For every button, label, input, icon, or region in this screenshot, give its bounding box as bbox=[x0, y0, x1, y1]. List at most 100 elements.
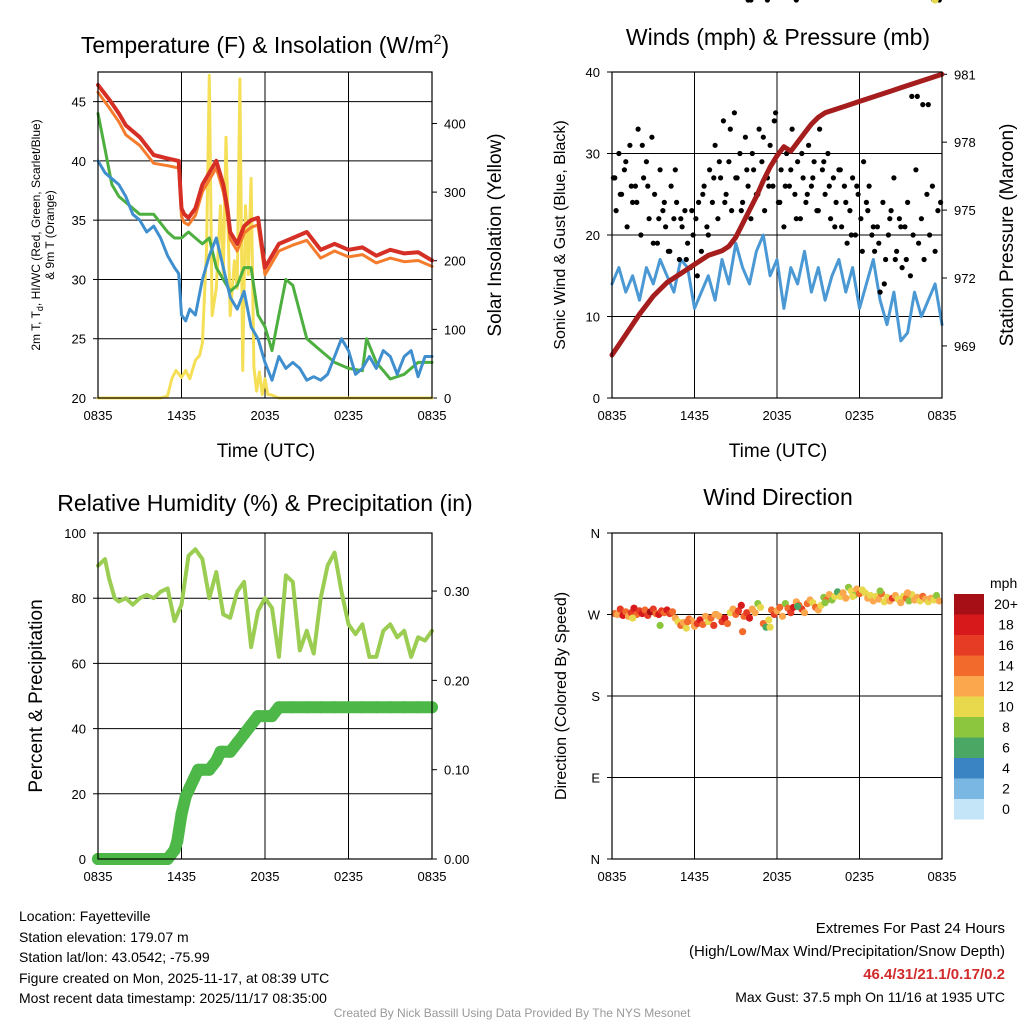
wind_direction-y-tick-label: S bbox=[591, 689, 600, 704]
gust-point bbox=[863, 199, 870, 205]
direction-point bbox=[613, 610, 622, 619]
gust-point bbox=[646, 216, 652, 222]
gust-point bbox=[638, 232, 644, 238]
winds-y2-tick-label: 975 bbox=[954, 203, 976, 218]
gust-point bbox=[920, 102, 926, 108]
legend-swatch bbox=[954, 758, 984, 779]
gust-point bbox=[793, 0, 799, 3]
direction-point bbox=[931, 0, 939, 4]
temperature-series-9m-t bbox=[96, 90, 434, 277]
direction-point bbox=[737, 601, 745, 610]
winds-y-tick-label: 20 bbox=[586, 228, 600, 243]
rh_precip-x-tick-label: 2035 bbox=[251, 869, 280, 884]
direction-point bbox=[839, 589, 847, 597]
gust-point bbox=[623, 159, 629, 165]
gust-point bbox=[887, 216, 893, 222]
rh_precip-x-tick-label: 1435 bbox=[167, 869, 196, 884]
gust-point bbox=[837, 167, 843, 173]
winds-grid bbox=[611, 71, 943, 399]
gust-point bbox=[645, 183, 651, 189]
direction-point bbox=[825, 591, 833, 599]
gust-point bbox=[880, 199, 886, 205]
precip-point bbox=[210, 754, 223, 767]
gust-point bbox=[788, 167, 794, 173]
gust-point bbox=[654, 240, 661, 246]
gust-point bbox=[624, 224, 630, 230]
direction-point bbox=[861, 589, 869, 597]
legend-unit: mph bbox=[990, 575, 1017, 591]
winds-series-pressure bbox=[609, 71, 945, 358]
gust-point bbox=[832, 224, 838, 230]
gust-point bbox=[905, 199, 911, 205]
gust-point bbox=[657, 167, 663, 173]
legend-swatch bbox=[954, 635, 984, 656]
precip-point bbox=[224, 745, 237, 758]
gust-point bbox=[667, 248, 673, 254]
gust-point bbox=[709, 199, 716, 205]
winds-y2-tick-label: 981 bbox=[954, 67, 976, 82]
gust-point bbox=[718, 175, 724, 181]
precip-point bbox=[398, 701, 411, 714]
winds-y-tick-label: 30 bbox=[586, 147, 600, 162]
gust-point bbox=[872, 248, 878, 254]
gust-point bbox=[821, 159, 827, 165]
direction-point bbox=[630, 604, 638, 612]
precip-point bbox=[203, 763, 216, 776]
gust-point bbox=[927, 232, 933, 238]
winds-title: Winds (mph) & Pressure (mb) bbox=[626, 24, 930, 50]
legend-label: 4 bbox=[1002, 760, 1010, 776]
gust-point bbox=[674, 199, 680, 205]
direction-point bbox=[668, 608, 677, 616]
direction-point bbox=[729, 605, 737, 613]
gust-point bbox=[903, 256, 909, 263]
gust-point bbox=[852, 232, 859, 238]
gust-point bbox=[641, 175, 647, 181]
gust-point bbox=[841, 183, 848, 189]
wind_direction-y-tick-label: N bbox=[591, 852, 600, 867]
direction-point bbox=[682, 624, 690, 632]
gust-point bbox=[745, 183, 751, 189]
gust-point bbox=[707, 167, 713, 173]
legend-swatch bbox=[954, 778, 984, 799]
gust-point bbox=[698, 248, 705, 254]
temperature-x-tick-label: 0235 bbox=[334, 408, 363, 423]
gust-point bbox=[839, 224, 845, 230]
gust-point bbox=[843, 199, 849, 205]
rh_precip-series-rh bbox=[96, 547, 434, 659]
gust-point bbox=[676, 256, 683, 263]
direction-point bbox=[684, 618, 692, 626]
temperature-y2-tick-label: 100 bbox=[444, 322, 466, 337]
temperature-x-tick-label: 1435 bbox=[167, 408, 196, 423]
gust-point bbox=[705, 232, 711, 238]
latlon-text: Station lat/lon: 43.0542; -75.99 bbox=[19, 949, 210, 965]
winds-y-tick-label: 40 bbox=[586, 65, 600, 80]
direction-point bbox=[932, 591, 941, 600]
precip-point bbox=[370, 701, 383, 714]
winds-x-tick-label: 1435 bbox=[680, 408, 709, 423]
gust-point bbox=[786, 183, 793, 189]
rh-precip-panel: Relative Humidity (%) & Precipitation (i… bbox=[26, 490, 473, 884]
direction-point bbox=[800, 609, 809, 617]
direction-point bbox=[751, 609, 759, 617]
winds-xlabel: Time (UTC) bbox=[729, 441, 828, 462]
gust-point bbox=[874, 224, 881, 230]
svg-text:& 9m T (Orange): & 9m T (Orange) bbox=[43, 190, 57, 280]
direction-point bbox=[904, 589, 912, 597]
legend-swatch bbox=[954, 614, 984, 635]
gust-point bbox=[740, 199, 746, 205]
gust-point bbox=[720, 118, 727, 124]
gust-point bbox=[737, 150, 743, 157]
gust-point bbox=[876, 240, 882, 246]
gust-point bbox=[643, 159, 650, 165]
gust-point bbox=[770, 183, 776, 189]
gust-point bbox=[749, 150, 755, 157]
winds-y-tick-label: 0 bbox=[593, 391, 600, 406]
gust-point bbox=[804, 191, 810, 197]
precip-point bbox=[168, 844, 181, 857]
gust-point bbox=[671, 216, 677, 222]
wind-direction-panel: Wind Direction Direction (Colored By Spe… bbox=[553, 0, 1018, 884]
gust-point bbox=[916, 240, 922, 246]
station-info: Location: Fayetteville Station elevation… bbox=[19, 906, 329, 1009]
rh_precip-y-tick-label: 80 bbox=[72, 591, 86, 606]
